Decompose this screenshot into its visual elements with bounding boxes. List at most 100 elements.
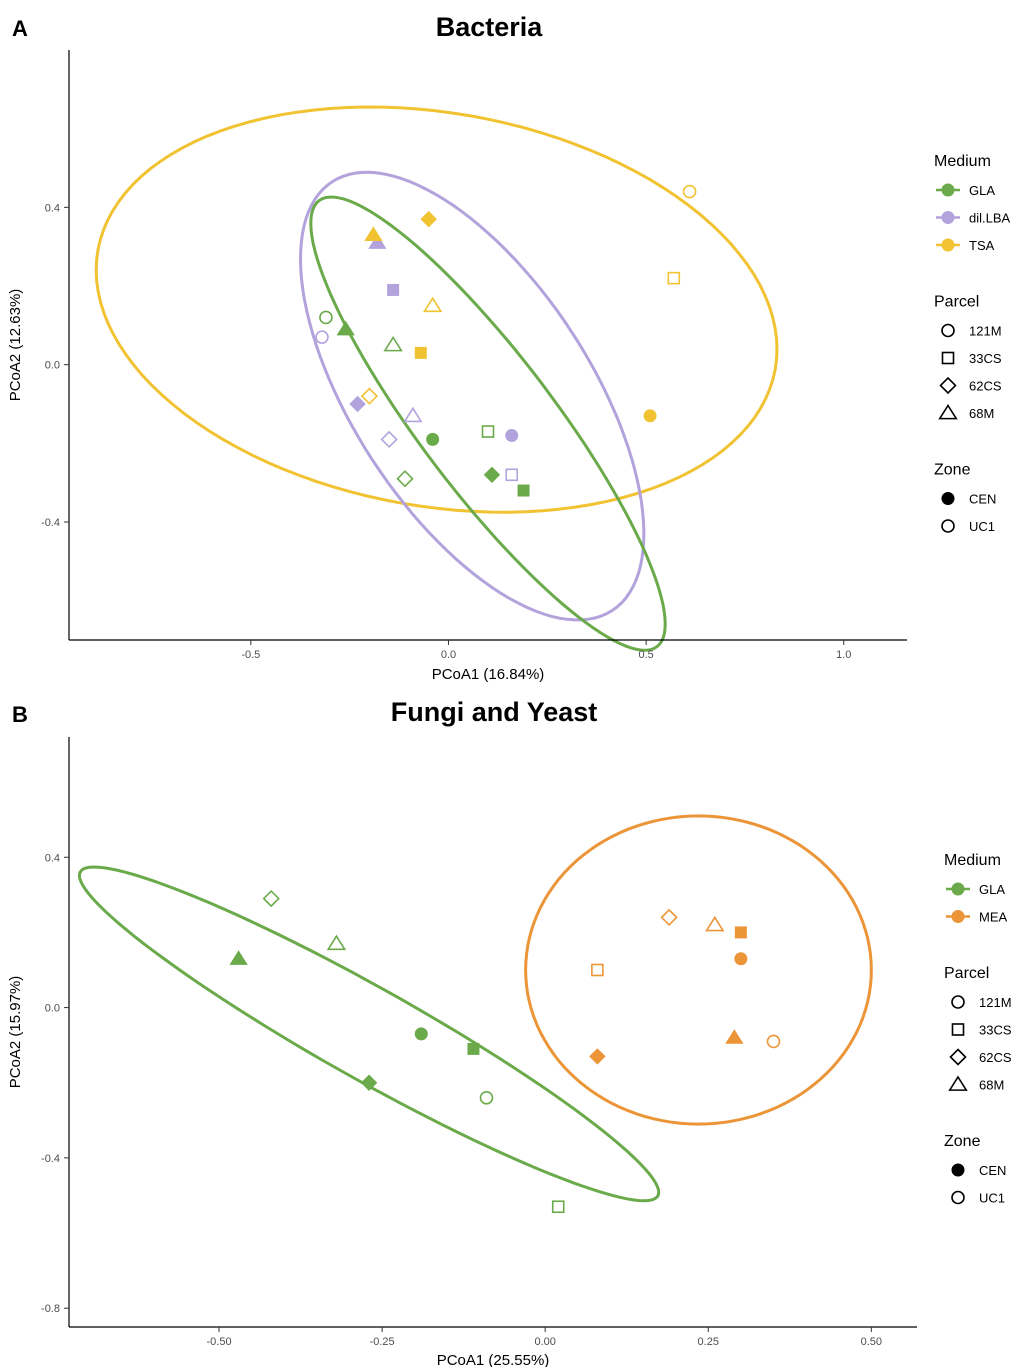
data-point [483, 466, 501, 484]
legend-label: CEN [979, 1163, 1006, 1178]
data-point [396, 470, 414, 488]
data-point [336, 320, 355, 336]
data-point [403, 406, 423, 423]
data-point [387, 283, 400, 296]
legend-label: 33CS [969, 351, 1002, 366]
legend-label: UC1 [979, 1191, 1005, 1206]
data-point [414, 1027, 428, 1041]
data-point [725, 1029, 744, 1044]
legend-key [941, 351, 955, 365]
y-tick-label: 0.0 [45, 1003, 60, 1015]
y-tick-label: 0.4 [45, 202, 60, 214]
y-tick-label: 0.4 [45, 852, 60, 864]
legend-label: UC1 [969, 519, 995, 534]
x-axis-title: PCoA1 (16.84%) [432, 666, 545, 683]
y-tick-label: 0.0 [45, 360, 60, 372]
data-point [705, 915, 725, 932]
panel-a: A Bacteria -0.5 0.0 0.5 1.0 -0.4 0.0 0.4 PCoA1 (1… [7, 12, 1011, 683]
data-point [414, 346, 427, 359]
legend-label: TSA [969, 238, 995, 253]
ellipse-gla [77, 865, 661, 1203]
legend-key [938, 403, 958, 420]
data-point [349, 395, 366, 413]
data-point [368, 234, 387, 249]
data-point [766, 1034, 781, 1049]
data-point [591, 963, 604, 977]
data-point [505, 468, 519, 482]
legend-key [951, 910, 965, 923]
data-point [479, 1090, 494, 1105]
legend-label: 62CS [979, 1050, 1012, 1065]
legend-title: Zone [944, 1133, 981, 1150]
data-point [319, 310, 333, 325]
chart-title: Fungi and Yeast [391, 697, 598, 727]
legend-medium: Medium GLA dil.LBA TSA [934, 153, 1011, 253]
data-point [505, 428, 519, 442]
legend-title: Parcel [934, 294, 979, 311]
data-point [315, 330, 329, 344]
y-axis-title: PCoA2 (12.63%) [7, 289, 24, 402]
legend-label: 33CS [979, 1023, 1012, 1038]
data-point [481, 425, 495, 438]
legend-key [951, 995, 965, 1009]
x-tick-label: 0.0 [441, 649, 456, 661]
data-point [517, 484, 530, 497]
legend-label: dil.LBA [969, 211, 1011, 226]
data-point [467, 1042, 480, 1055]
ellipse-gla [309, 195, 667, 652]
legend-label: CEN [969, 492, 996, 507]
data-point [426, 432, 440, 446]
legend-label: 68M [979, 1078, 1004, 1093]
ellipse-mea [524, 814, 873, 1126]
x-tick-label: 0.5 [638, 649, 653, 661]
legend-title: Medium [944, 852, 1001, 869]
data-point [360, 1074, 378, 1091]
legend-key [941, 183, 955, 197]
ellipse-dil-lba [298, 170, 646, 622]
y-tick-label: -0.8 [41, 1303, 60, 1315]
legend-key [951, 1163, 965, 1177]
legend-parcel: Parcel 121M 33CS 62CS 68M [934, 294, 1002, 422]
legend-title: Parcel [944, 965, 989, 982]
data-point [660, 908, 678, 927]
data-point [420, 210, 437, 228]
panel-b: B Fungi and Yeast -0.50 -0.25 0.00 0.25 0.50 -0… [7, 697, 1012, 1367]
data-point [380, 430, 398, 449]
data-point [667, 271, 681, 285]
legend-key [941, 238, 955, 252]
data-point [229, 950, 248, 965]
legend-key [941, 323, 955, 338]
data-point [383, 335, 403, 352]
y-tick-label: -0.4 [41, 1153, 60, 1165]
legend-key [949, 1048, 967, 1066]
legend-label: GLA [979, 882, 1005, 897]
x-tick-label: 0.50 [861, 1336, 882, 1348]
data-point [643, 409, 657, 423]
legend-zone: Zone CEN UC1 [934, 462, 996, 535]
legend-label: 121M [969, 324, 1002, 339]
data-point [364, 226, 383, 241]
legend-key [941, 211, 955, 224]
x-axis-title: PCoA1 (25.55%) [437, 1352, 550, 1367]
x-tick-label: 0.00 [534, 1336, 555, 1348]
ellipse-tsa [94, 105, 779, 514]
legend-title: Zone [934, 462, 971, 479]
data-point [326, 934, 347, 951]
legend-key [951, 882, 965, 896]
legend-label: 68M [969, 406, 994, 421]
y-axis-title: PCoA2 (15.97%) [7, 976, 24, 1089]
data-point [682, 184, 697, 199]
legend-key [939, 376, 957, 395]
panel-letter: B [12, 702, 28, 727]
data-point [551, 1200, 565, 1214]
legend-label: MEA [979, 910, 1008, 925]
x-tick-label: -0.50 [206, 1336, 231, 1348]
legend-key [941, 519, 955, 533]
legend-title: Medium [934, 153, 991, 170]
legend-label: GLA [969, 183, 995, 198]
legend-key [951, 1023, 965, 1036]
x-tick-label: -0.25 [370, 1336, 395, 1348]
data-point [422, 296, 443, 313]
data-point [360, 387, 379, 405]
